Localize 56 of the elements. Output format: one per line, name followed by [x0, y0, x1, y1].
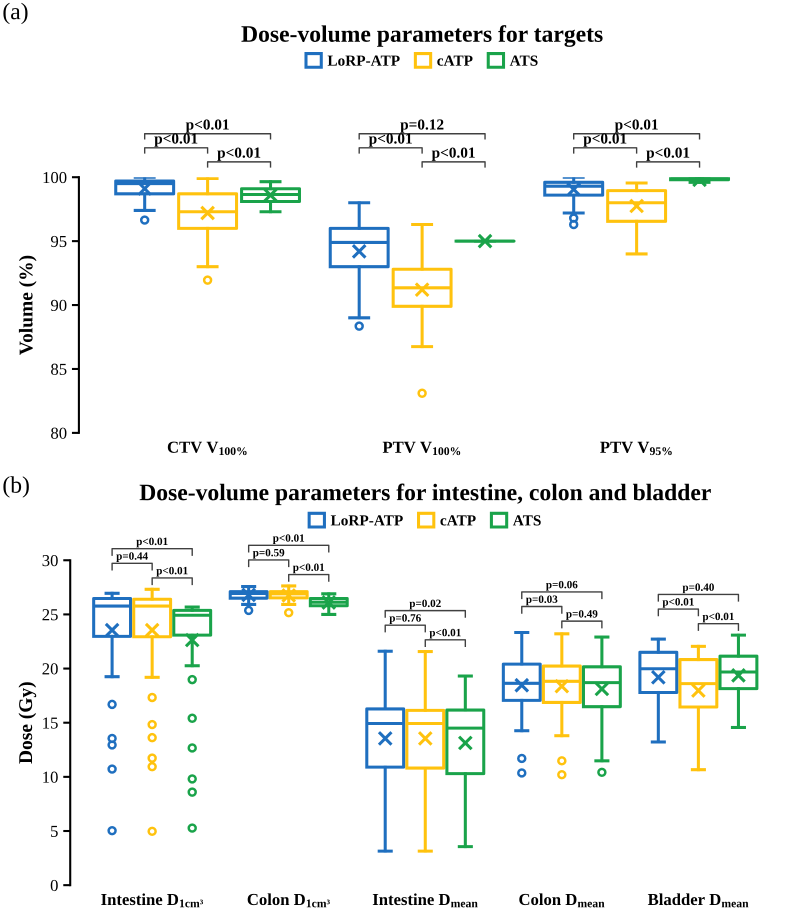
text: p<0.01: [432, 147, 475, 161]
y-tick-label: 90: [50, 300, 66, 311]
text: p<0.01: [217, 147, 260, 161]
legend-label: ATS: [512, 515, 541, 526]
y-tick-label: 95: [50, 236, 66, 248]
y-tick-label: 30: [42, 554, 58, 566]
annotation: p<0.01: [429, 628, 461, 639]
chart-title: Dose-volume parameters for targets: [241, 25, 603, 47]
x-tick-label: Colon D$_{1cm³}$: [248, 893, 330, 908]
annotation: p=0.40: [682, 583, 714, 594]
y-tick-label: 80: [51, 428, 66, 439]
text: p<0.01: [646, 147, 690, 161]
annotation: p=0.06: [546, 580, 578, 591]
y-tick-label: 15: [43, 717, 58, 729]
y-tick-label: 10: [43, 772, 58, 783]
x-tick-label: Colon D$_{mean}$: [519, 893, 604, 908]
legend-label: ATS: [510, 55, 538, 66]
text: p=0.12: [400, 119, 444, 133]
text: p<0.01: [583, 133, 626, 147]
annotation: p=0.02: [409, 600, 441, 610]
legend-label: LoRP-ATP: [328, 56, 400, 66]
y-tick-label: 20: [42, 663, 58, 675]
annotation: p<0.01: [292, 564, 324, 574]
legend-label: cATP: [440, 515, 476, 526]
x-tick-label: Intestine D$_{1cm³}$: [101, 893, 204, 908]
legend-label: LoRP-ATP: [330, 515, 403, 526]
y-tick-label: 5: [51, 826, 58, 837]
text: p<0.01: [186, 119, 229, 133]
text: p<0.01: [272, 534, 304, 544]
annotation: p=0.03: [526, 595, 558, 606]
annotation: p<0.01: [156, 566, 188, 577]
x-tick-label: CTV V$_{100%}$: [168, 442, 247, 456]
chart-title: Dose-volume parameters for intestine, colon and bladder: [140, 484, 711, 506]
annotation: p<0.01: [702, 612, 734, 622]
y-tick-label: 25: [42, 609, 58, 620]
y-axis-title: Dose (Gy): [18, 682, 36, 764]
text: (a): [3, 2, 28, 24]
text: p<0.01: [154, 133, 198, 147]
x-tick-label: Bladder D$_{mean}$: [648, 893, 748, 908]
annotation: p<0.01: [662, 598, 694, 608]
text: p=0.59: [252, 548, 284, 559]
text: p<0.01: [368, 133, 412, 147]
y-tick-label: 85: [51, 364, 66, 375]
x-tick-label: PTV V$_{95%}$: [600, 442, 672, 456]
y-tick-label: 0: [50, 880, 58, 892]
annotation: p=0.49: [566, 610, 598, 620]
legend-label: cATP: [437, 56, 473, 66]
y-axis-title: Volume (%): [18, 256, 37, 355]
text: p<0.01: [614, 119, 658, 133]
text: (b): [3, 476, 29, 498]
text: p<0.01: [136, 538, 168, 548]
annotation: p=0.44: [116, 552, 148, 562]
y-tick-label: 100: [44, 172, 66, 184]
annotation: p=0.76: [389, 614, 421, 624]
x-tick-label: Intestine D$_{mean}$: [372, 893, 478, 908]
x-tick-label: PTV V$_{100%}$: [382, 442, 460, 456]
